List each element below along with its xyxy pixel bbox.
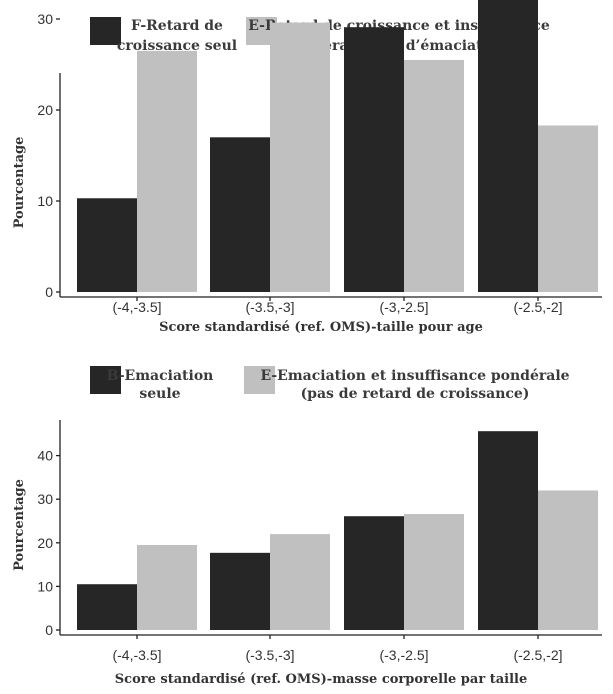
bar-s2-4 xyxy=(538,490,598,630)
x-tick-label: (-2.5,-2] xyxy=(513,299,562,315)
legend-label-1: B-Emaciation seule xyxy=(107,368,214,402)
bar-s1-2 xyxy=(210,137,270,292)
bar-s2-2 xyxy=(270,534,330,630)
legend-swatch-1 xyxy=(90,17,121,45)
legend-label-2: E-Emaciation et insuffisance pondérale (p… xyxy=(260,368,569,402)
legend-swatch-2 xyxy=(244,366,275,394)
bar-s2-3 xyxy=(404,59,464,293)
bar-s1-3 xyxy=(344,516,404,630)
x-tick-label: (-3,-2.5] xyxy=(379,647,428,663)
bar-s1-2 xyxy=(210,552,270,630)
y-tick-label: 10 xyxy=(37,193,53,209)
x-tick-label: (-3.5,-3] xyxy=(245,647,294,663)
x-axis-title: Score standardisé (ref. OMS)-masse corpo… xyxy=(115,672,527,687)
y-tick-label: 20 xyxy=(37,535,53,551)
bar-s2-4 xyxy=(538,125,598,292)
bar-s1-4 xyxy=(478,0,538,293)
y-tick-label: 30 xyxy=(37,11,53,27)
x-tick-label: (-3.5,-3] xyxy=(245,299,294,315)
y-tick-label: 10 xyxy=(37,578,53,594)
bar-s1-1 xyxy=(77,584,137,630)
legend-swatch-1 xyxy=(90,366,121,394)
bar-s2-1 xyxy=(137,50,197,292)
bar-s2-3 xyxy=(404,514,464,630)
x-axis-title: Score standardisé (ref. OMS)-taille pour… xyxy=(159,320,483,335)
bar-s2-1 xyxy=(137,544,197,630)
legend-label-1: F-Retard de croissance seul xyxy=(117,18,237,54)
x-tick-label: (-4,-3.5] xyxy=(112,299,161,315)
bar-s2-2 xyxy=(270,22,330,292)
y-tick-label: 40 xyxy=(37,448,53,464)
bar-s1-3 xyxy=(344,27,404,292)
x-tick-label: (-4,-3.5] xyxy=(112,647,161,663)
y-axis-title: Pourcentage xyxy=(12,137,27,229)
x-tick-label: (-3,-2.5] xyxy=(379,299,428,315)
y-tick-label: 20 xyxy=(37,102,53,118)
y-axis-title: Pourcentage xyxy=(12,479,27,571)
bar-s1-4 xyxy=(478,431,538,630)
chart-2: B-Emaciation seule E-Emaciation et insuffi… xyxy=(12,366,602,687)
bar-s1-1 xyxy=(77,198,137,292)
y-tick-label: 0 xyxy=(45,284,53,300)
y-tick-label: 30 xyxy=(37,491,53,507)
x-tick-label: (-2.5,-2] xyxy=(513,647,562,663)
y-tick-label: 0 xyxy=(45,622,53,638)
